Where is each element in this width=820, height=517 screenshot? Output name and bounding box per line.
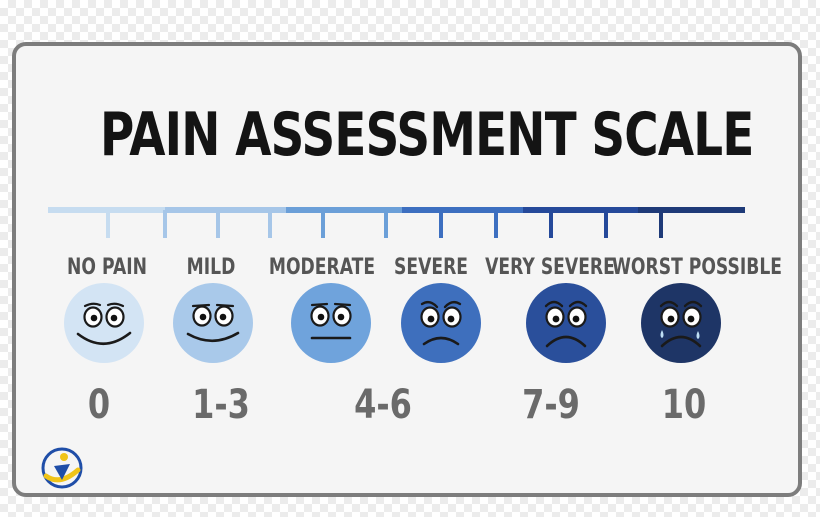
- range-1-3: 1-3: [192, 382, 250, 428]
- scale-bar-segment: [402, 207, 523, 213]
- scale-tick: [106, 210, 110, 238]
- sad-face-icon: [526, 283, 606, 363]
- scale-bar-segment: [523, 207, 638, 213]
- label-worst-possible: WORST POSSIBLE: [611, 255, 783, 280]
- brand-logo-icon: [41, 447, 83, 489]
- neutral-face-icon: [291, 283, 371, 363]
- scale-tick: [216, 210, 220, 238]
- scale-tick: [604, 210, 608, 238]
- scale-bar-segment: [165, 207, 286, 213]
- label-very-severe: VERY SEVERE: [485, 255, 615, 280]
- slight-smile-face-icon: [173, 283, 253, 363]
- range-0: 0: [87, 382, 111, 428]
- label-severe: SEVERE: [393, 255, 469, 280]
- scale-tick: [268, 210, 272, 238]
- label-moderate: MODERATE: [268, 255, 376, 280]
- scale-tick: [384, 210, 388, 238]
- scale-card: [12, 42, 802, 497]
- frowning-face-icon: [401, 283, 481, 363]
- scale-tick: [321, 210, 325, 238]
- label-mild: MILD: [186, 255, 236, 280]
- scale-tick: [659, 210, 663, 238]
- crying-face-icon: [641, 283, 721, 363]
- smiling-face-icon: [64, 283, 144, 363]
- scale-tick: [163, 210, 167, 238]
- range-4-6: 4-6: [354, 382, 412, 428]
- scale-bar-segment: [286, 207, 402, 213]
- range-10: 10: [661, 382, 707, 428]
- scale-tick: [549, 210, 553, 238]
- range-7-9: 7-9: [522, 382, 580, 428]
- scale-bar-segment: [638, 207, 745, 213]
- label-no-pain: NO PAIN: [67, 255, 147, 280]
- scale-tick: [494, 210, 498, 238]
- scale-tick: [439, 210, 443, 238]
